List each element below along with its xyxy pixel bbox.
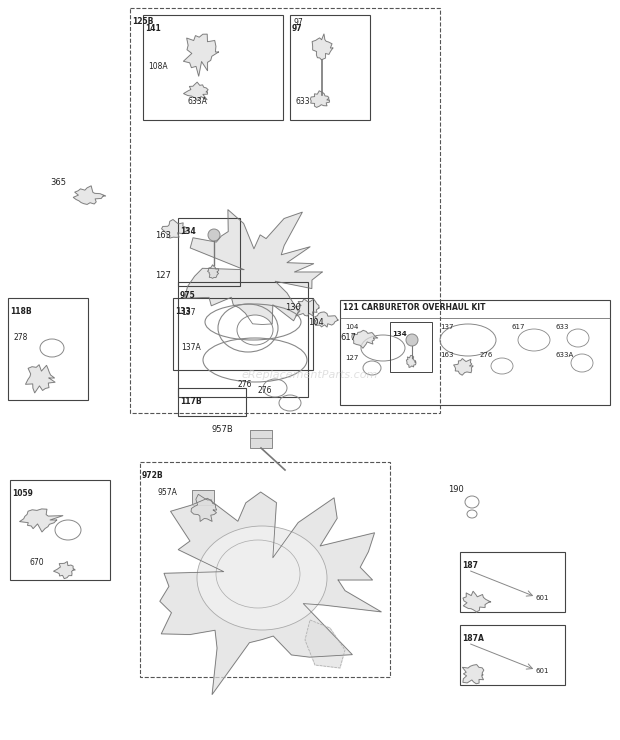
Polygon shape (312, 34, 333, 60)
Polygon shape (314, 312, 338, 327)
Polygon shape (73, 186, 106, 204)
Polygon shape (184, 82, 208, 101)
Text: 633A: 633A (555, 352, 574, 358)
Bar (178, 218, 240, 286)
Polygon shape (296, 299, 319, 316)
Text: 633A: 633A (188, 97, 208, 106)
Text: 108A: 108A (148, 62, 167, 71)
Text: 617: 617 (512, 324, 526, 330)
Text: 276: 276 (258, 386, 273, 395)
Text: 127: 127 (155, 271, 171, 280)
Polygon shape (162, 220, 189, 238)
Text: 121 CARBURETOR OVERHAUL KIT: 121 CARBURETOR OVERHAUL KIT (343, 303, 485, 312)
Ellipse shape (406, 334, 418, 346)
Text: 97: 97 (292, 24, 303, 33)
Polygon shape (53, 562, 75, 579)
Polygon shape (185, 209, 322, 325)
Text: 278: 278 (14, 333, 29, 342)
Text: 957A: 957A (158, 488, 178, 497)
Text: 957B: 957B (212, 425, 234, 434)
Ellipse shape (237, 315, 273, 345)
Polygon shape (208, 265, 219, 278)
Text: 633: 633 (295, 97, 309, 106)
Text: 365: 365 (50, 178, 66, 187)
Text: 187: 187 (462, 561, 478, 570)
Polygon shape (184, 34, 218, 76)
Polygon shape (305, 620, 345, 668)
Text: 141: 141 (145, 24, 161, 33)
Text: eReplacementParts.com: eReplacementParts.com (242, 370, 378, 380)
Bar (192, 490, 214, 505)
Bar (178, 282, 308, 397)
Bar (130, 8, 440, 413)
Bar (460, 625, 565, 685)
Polygon shape (463, 665, 484, 684)
Bar (10, 480, 110, 580)
Bar (250, 430, 272, 448)
Bar (340, 300, 610, 405)
Text: 276: 276 (238, 380, 252, 389)
Text: 187A: 187A (462, 634, 484, 643)
Bar (143, 15, 283, 120)
Polygon shape (311, 91, 330, 107)
Text: 163: 163 (155, 231, 171, 240)
Polygon shape (191, 494, 216, 522)
Text: 601: 601 (536, 595, 549, 601)
Text: 972B: 972B (142, 471, 164, 480)
Text: 97: 97 (293, 18, 303, 27)
Text: 104: 104 (308, 318, 324, 327)
Text: 104: 104 (345, 324, 358, 330)
Polygon shape (20, 509, 63, 532)
Text: 617: 617 (340, 333, 356, 342)
Polygon shape (160, 492, 381, 695)
Bar (290, 15, 370, 120)
Text: 190: 190 (448, 485, 464, 494)
Ellipse shape (208, 229, 220, 241)
Text: 134: 134 (392, 331, 407, 337)
Polygon shape (463, 591, 491, 612)
Text: 127: 127 (345, 355, 358, 361)
Text: 633: 633 (555, 324, 569, 330)
Text: 276: 276 (480, 352, 494, 358)
Text: 601: 601 (536, 668, 549, 674)
Bar (390, 322, 432, 372)
Text: 130: 130 (285, 303, 301, 312)
Text: 125B: 125B (132, 17, 153, 26)
Text: 134: 134 (180, 227, 196, 236)
Bar (460, 552, 565, 612)
Polygon shape (407, 355, 416, 368)
Text: 1059: 1059 (12, 489, 33, 498)
Bar (178, 388, 246, 416)
Text: 137: 137 (440, 324, 453, 330)
Text: 975: 975 (180, 291, 196, 300)
Polygon shape (454, 359, 473, 375)
Text: 163: 163 (440, 352, 453, 358)
Text: 137: 137 (181, 308, 195, 317)
Bar (8, 298, 88, 400)
Polygon shape (25, 365, 55, 393)
Text: 670: 670 (30, 558, 45, 567)
Ellipse shape (197, 526, 327, 630)
Text: 117B: 117B (180, 397, 202, 406)
Bar (140, 462, 390, 677)
Bar (173, 298, 313, 370)
Polygon shape (352, 330, 378, 349)
Text: 133: 133 (175, 307, 191, 316)
Text: 118B: 118B (10, 307, 32, 316)
Text: 137A: 137A (181, 343, 201, 352)
